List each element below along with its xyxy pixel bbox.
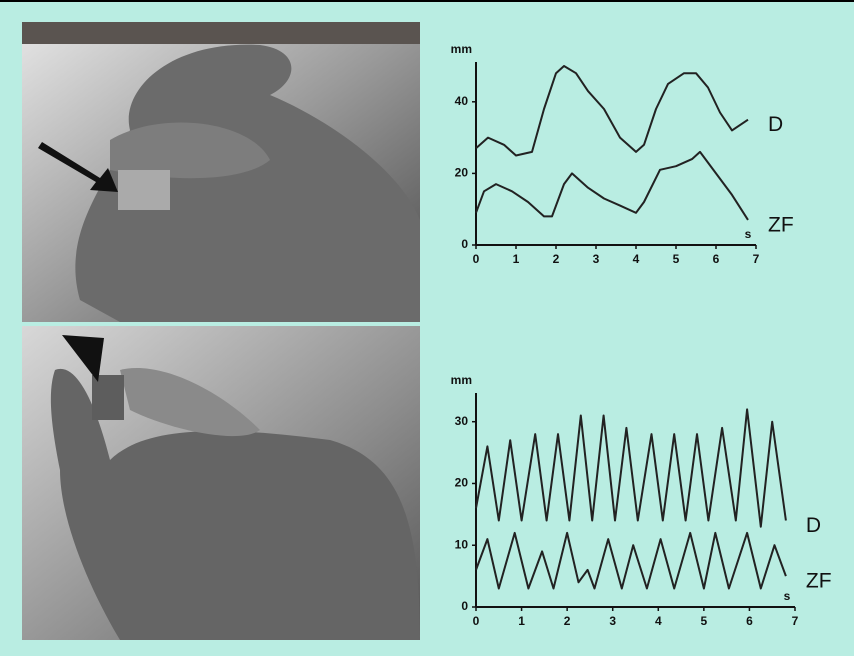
x-tick-label: 2 [553, 252, 560, 266]
x-axis-label: s [745, 227, 752, 241]
y-tick-label: 10 [455, 537, 469, 551]
y-axis-label: mm [451, 42, 472, 56]
x-tick-label: 7 [792, 614, 799, 628]
y-axis-label: mm [451, 373, 472, 387]
series-line [476, 409, 786, 526]
x-tick-label: 1 [518, 614, 525, 628]
photo-bottom [22, 326, 420, 640]
y-tick-label: 20 [455, 166, 469, 180]
x-tick-label: 4 [655, 614, 662, 628]
y-tick-label: 0 [461, 599, 468, 613]
photo-top [22, 22, 420, 322]
x-tick-label: 6 [713, 252, 720, 266]
x-tick-label: 3 [593, 252, 600, 266]
x-tick-label: 5 [701, 614, 708, 628]
x-tick-label: 0 [473, 252, 480, 266]
x-axis-label: s [784, 589, 791, 603]
y-tick-label: 30 [455, 414, 469, 428]
y-tick-label: 20 [455, 476, 469, 490]
x-tick-label: 7 [753, 252, 760, 266]
y-tick-label: 40 [455, 94, 469, 108]
x-tick-label: 5 [673, 252, 680, 266]
x-tick-label: 0 [473, 614, 480, 628]
series-line [476, 152, 748, 220]
x-tick-label: 6 [746, 614, 753, 628]
figure: mm s 0 20 40 0 1 2 3 4 5 6 7 D ZF mm s 0 10 20 30 0 1 2 3 4 5 6 7 D ZF [0, 0, 854, 656]
series-label: ZF [806, 570, 832, 593]
x-tick-label: 4 [633, 252, 640, 266]
series-label: D [806, 514, 821, 537]
y-tick-label: 0 [461, 237, 468, 251]
x-tick-label: 2 [564, 614, 571, 628]
series-line [476, 66, 748, 156]
x-tick-label: 1 [513, 252, 520, 266]
series-label: ZF [768, 213, 794, 236]
x-tick-label: 3 [609, 614, 616, 628]
series-line [476, 533, 786, 589]
page: {"chart_data": [ {"type": "line", "y_lab… [0, 0, 854, 656]
series-label: D [768, 113, 783, 136]
